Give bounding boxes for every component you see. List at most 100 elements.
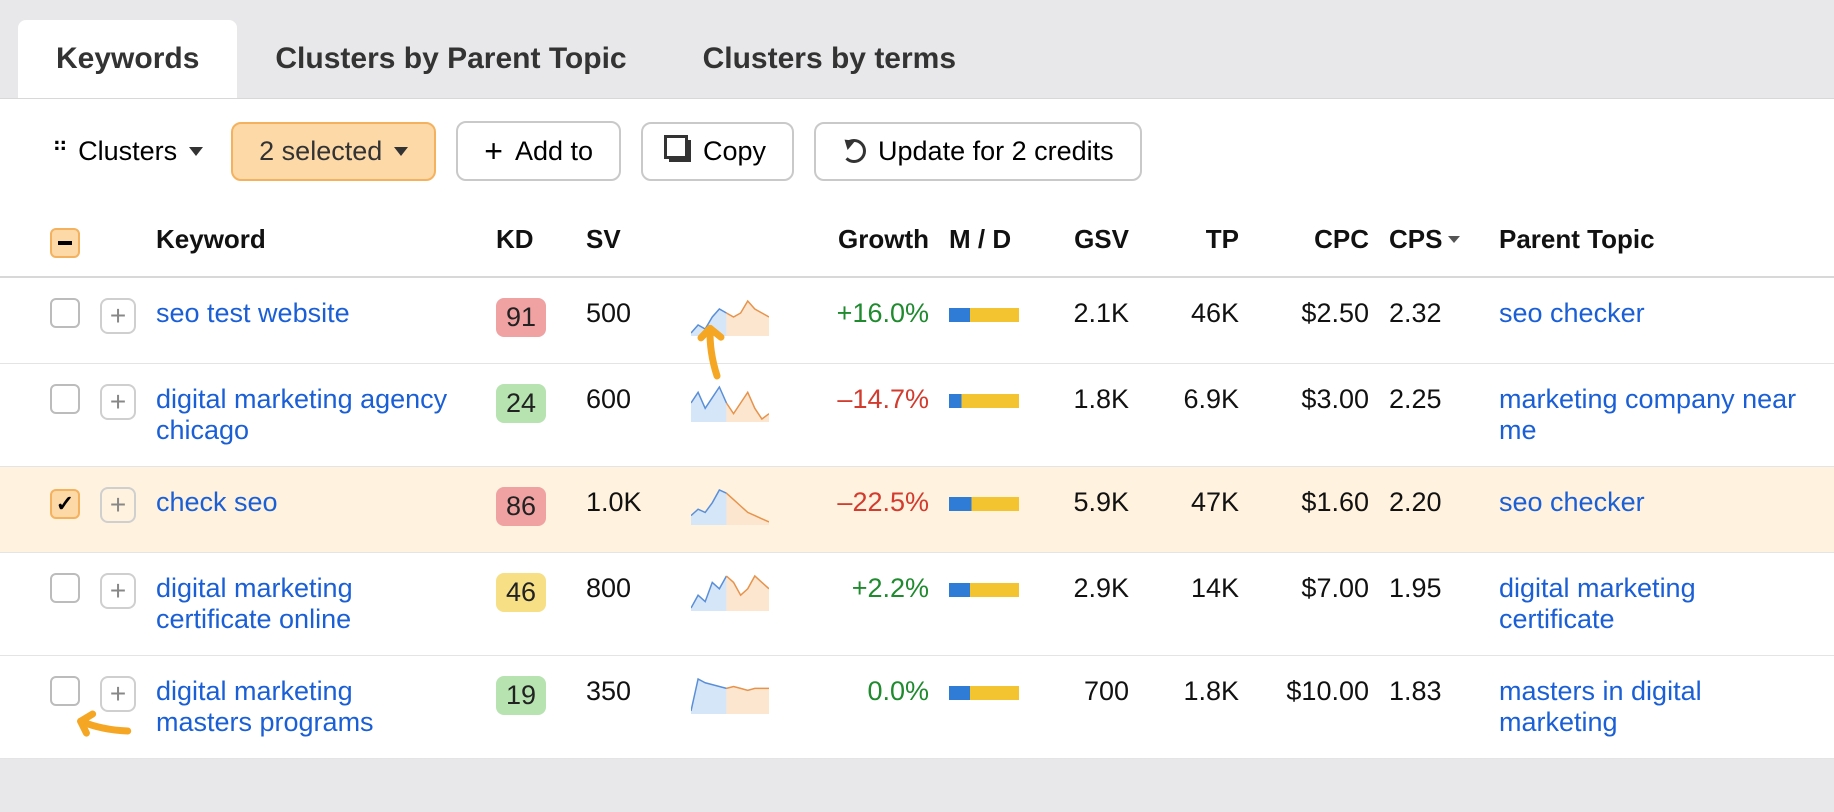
sv-value: 600 bbox=[576, 364, 681, 467]
md-bar bbox=[949, 497, 1019, 511]
select-all-checkbox[interactable] bbox=[50, 228, 80, 258]
clusters-icon: ⠛ bbox=[52, 138, 66, 164]
keywords-table: Keyword KD SV Growth M / D GSV TP CPC CP… bbox=[0, 203, 1834, 759]
gsv-value: 700 bbox=[1039, 656, 1139, 759]
tab-clusters-by-parent-topic[interactable]: Clusters by Parent Topic bbox=[237, 20, 664, 98]
cps-value: 1.83 bbox=[1379, 656, 1489, 759]
update-label: Update for 2 credits bbox=[878, 136, 1114, 167]
cps-value: 2.25 bbox=[1379, 364, 1489, 467]
expand-row-button[interactable]: + bbox=[100, 676, 136, 712]
keywords-panel: ⠛ Clusters 2 selected + Add to Copy Upda… bbox=[0, 98, 1834, 759]
tp-value: 47K bbox=[1139, 467, 1249, 553]
kd-badge: 91 bbox=[496, 298, 546, 337]
gsv-value: 1.8K bbox=[1039, 364, 1139, 467]
growth-value: –22.5% bbox=[779, 467, 939, 553]
tp-value: 46K bbox=[1139, 277, 1249, 364]
md-bar bbox=[949, 583, 1019, 597]
sv-value: 1.0K bbox=[576, 467, 681, 553]
cps-label: CPS bbox=[1389, 224, 1442, 255]
copy-button[interactable]: Copy bbox=[641, 122, 794, 181]
row-checkbox[interactable] bbox=[50, 298, 80, 328]
col-header-cps[interactable]: CPS bbox=[1379, 203, 1489, 277]
col-header-growth[interactable]: Growth bbox=[779, 203, 939, 277]
chevron-down-icon bbox=[394, 147, 408, 156]
cpc-value: $1.60 bbox=[1249, 467, 1379, 553]
kd-badge: 46 bbox=[496, 573, 546, 612]
add-to-label: Add to bbox=[515, 136, 593, 167]
col-header-gsv[interactable]: GSV bbox=[1039, 203, 1139, 277]
col-header-keyword[interactable]: Keyword bbox=[146, 203, 486, 277]
copy-label: Copy bbox=[703, 136, 766, 167]
row-checkbox[interactable] bbox=[50, 676, 80, 706]
keyword-link[interactable]: check seo bbox=[156, 487, 278, 518]
trend-sparkline bbox=[681, 467, 779, 553]
add-to-button[interactable]: + Add to bbox=[456, 121, 621, 181]
trend-sparkline bbox=[681, 364, 779, 467]
gsv-value: 2.1K bbox=[1039, 277, 1139, 364]
tab-keywords[interactable]: Keywords bbox=[18, 20, 237, 98]
table-row: + digital marketing agency chicago 24 60… bbox=[0, 364, 1834, 467]
selected-count-label: 2 selected bbox=[259, 136, 382, 167]
parent-topic-link[interactable]: seo checker bbox=[1499, 298, 1645, 328]
kd-badge: 19 bbox=[496, 676, 546, 715]
sv-value: 800 bbox=[576, 553, 681, 656]
col-header-tp[interactable]: TP bbox=[1139, 203, 1249, 277]
md-bar bbox=[949, 308, 1019, 322]
clusters-dropdown[interactable]: ⠛ Clusters bbox=[44, 124, 211, 179]
trend-sparkline bbox=[681, 656, 779, 759]
parent-topic-link[interactable]: masters in digital marketing bbox=[1499, 676, 1702, 737]
kd-badge: 86 bbox=[496, 487, 546, 526]
update-credits-button[interactable]: Update for 2 credits bbox=[814, 122, 1142, 181]
parent-topic-link[interactable]: digital marketing certificate bbox=[1499, 573, 1696, 634]
row-checkbox[interactable] bbox=[50, 384, 80, 414]
gsv-value: 2.9K bbox=[1039, 553, 1139, 656]
cps-value: 2.20 bbox=[1379, 467, 1489, 553]
gsv-value: 5.9K bbox=[1039, 467, 1139, 553]
parent-topic-link[interactable]: marketing company near me bbox=[1499, 384, 1796, 445]
cps-value: 1.95 bbox=[1379, 553, 1489, 656]
row-checkbox[interactable] bbox=[50, 573, 80, 603]
expand-row-button[interactable]: + bbox=[100, 298, 136, 334]
tp-value: 1.8K bbox=[1139, 656, 1249, 759]
keyword-link[interactable]: digital marketing masters programs bbox=[156, 676, 456, 738]
expand-row-button[interactable]: + bbox=[100, 573, 136, 609]
trend-sparkline bbox=[681, 277, 779, 364]
growth-value: –14.7% bbox=[779, 364, 939, 467]
col-header-md[interactable]: M / D bbox=[939, 203, 1039, 277]
table-row: + digital marketing masters programs 19 … bbox=[0, 656, 1834, 759]
expand-row-button[interactable]: + bbox=[100, 384, 136, 420]
growth-value: +16.0% bbox=[779, 277, 939, 364]
selected-dropdown[interactable]: 2 selected bbox=[231, 122, 436, 181]
sort-desc-icon bbox=[1448, 236, 1460, 243]
keyword-link[interactable]: seo test website bbox=[156, 298, 350, 329]
cpc-value: $7.00 bbox=[1249, 553, 1379, 656]
toolbar: ⠛ Clusters 2 selected + Add to Copy Upda… bbox=[0, 99, 1834, 203]
clusters-label: Clusters bbox=[78, 136, 177, 167]
trend-sparkline bbox=[681, 553, 779, 656]
col-header-cpc[interactable]: CPC bbox=[1249, 203, 1379, 277]
col-header-parent[interactable]: Parent Topic bbox=[1489, 203, 1834, 277]
refresh-icon bbox=[842, 139, 866, 163]
chevron-down-icon bbox=[189, 147, 203, 156]
kd-badge: 24 bbox=[496, 384, 546, 423]
table-row: + seo test website 91 500 +16.0% 2.1K 46… bbox=[0, 277, 1834, 364]
growth-value: 0.0% bbox=[779, 656, 939, 759]
col-header-sv[interactable]: SV bbox=[576, 203, 681, 277]
expand-row-button[interactable]: + bbox=[100, 487, 136, 523]
md-bar bbox=[949, 394, 1019, 408]
tab-clusters-by-terms[interactable]: Clusters by terms bbox=[665, 20, 994, 98]
cpc-value: $10.00 bbox=[1249, 656, 1379, 759]
cps-value: 2.32 bbox=[1379, 277, 1489, 364]
parent-topic-link[interactable]: seo checker bbox=[1499, 487, 1645, 517]
md-bar bbox=[949, 686, 1019, 700]
keyword-link[interactable]: digital marketing certificate online bbox=[156, 573, 456, 635]
growth-value: +2.2% bbox=[779, 553, 939, 656]
tabs: KeywordsClusters by Parent TopicClusters… bbox=[0, 0, 1834, 98]
row-checkbox[interactable]: ✓ bbox=[50, 489, 80, 519]
table-row: ✓ + check seo 86 1.0K –22.5% 5.9K 47K $1… bbox=[0, 467, 1834, 553]
keyword-link[interactable]: digital marketing agency chicago bbox=[156, 384, 456, 446]
table-row: + digital marketing certificate online 4… bbox=[0, 553, 1834, 656]
cpc-value: $2.50 bbox=[1249, 277, 1379, 364]
col-header-kd[interactable]: KD bbox=[486, 203, 576, 277]
plus-icon: + bbox=[484, 135, 503, 167]
